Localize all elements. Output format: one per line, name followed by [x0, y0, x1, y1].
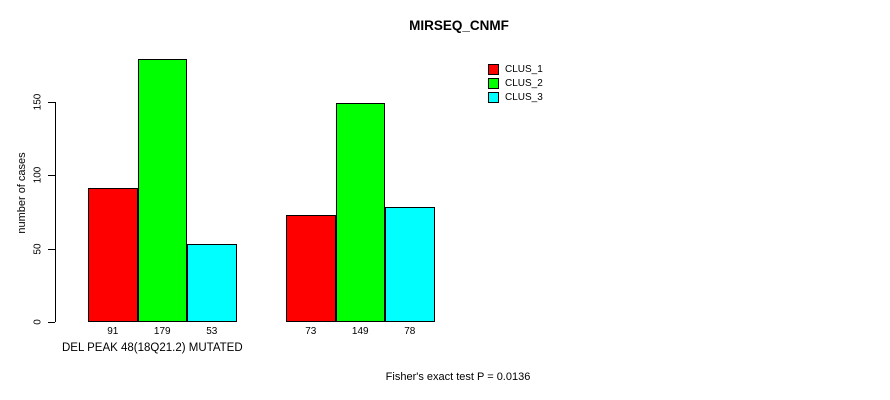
y-tick-label: 150	[32, 93, 44, 110]
legend-item-clus_1: CLUS_1	[488, 63, 543, 77]
y-axis-label: number of cases	[16, 152, 28, 234]
y-tick-mark	[48, 248, 55, 250]
bar-count-label: 91	[107, 326, 119, 337]
legend-label: CLUS_3	[505, 91, 543, 103]
legend-item-clus_2: CLUS_2	[488, 77, 543, 91]
y-tick-label: 0	[32, 319, 44, 325]
y-tick-mark	[48, 175, 55, 176]
legend-swatch-icon	[488, 78, 499, 90]
bar-clus_1-group_1	[88, 188, 138, 322]
legend-item-clus_3: CLUS_3	[488, 91, 543, 105]
bar-clus_3-group_1	[187, 244, 237, 322]
y-axis-line	[55, 101, 56, 322]
y-tick-mark	[48, 101, 55, 103]
y-tick-mark	[48, 322, 55, 323]
y-tick-label: 100	[32, 166, 44, 184]
bar-count-label: 179	[153, 326, 171, 337]
chart-title: MIRSEQ_CNMF	[409, 18, 509, 33]
bar-clus_3-group_2	[385, 207, 435, 322]
bar-clus_2-group_2	[335, 102, 385, 322]
legend: CLUS_1 CLUS_2 CLUS_3	[488, 63, 543, 104]
bar-clus_2-group_1	[137, 58, 187, 322]
bar-count-label: 149	[351, 326, 369, 337]
legend-label: CLUS_2	[505, 78, 543, 90]
bar-count-label: 73	[305, 326, 317, 337]
bar-clus_1-group_2	[286, 214, 336, 322]
bar-count-label: 53	[206, 326, 218, 337]
y-tick-label: 50	[32, 242, 44, 255]
bar-count-label: 78	[404, 326, 416, 337]
legend-swatch-icon	[488, 91, 499, 103]
annotation-text: Fisher's exact test P = 0.0136	[385, 371, 531, 383]
legend-label: CLUS_1	[505, 64, 543, 76]
x-axis-label: DEL PEAK 48(18Q21.2) MUTATED	[62, 342, 243, 354]
legend-swatch-icon	[488, 64, 499, 76]
